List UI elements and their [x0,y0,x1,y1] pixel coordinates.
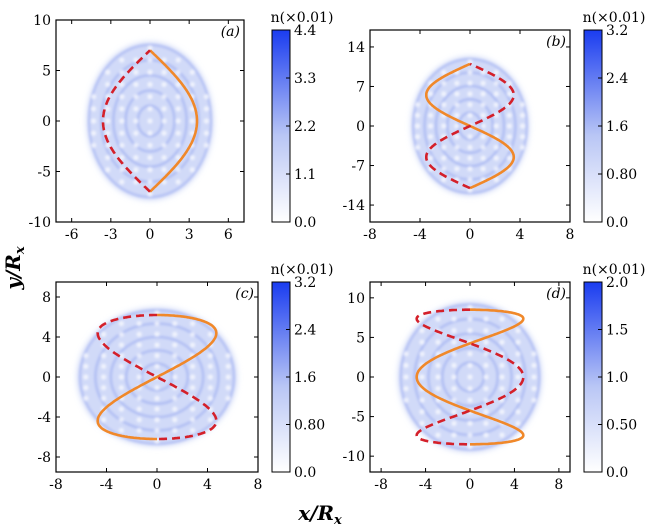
colorbar-tick-label: 0.0 [294,215,316,231]
y-tick-label: 7 [356,79,365,95]
y-tick-label: 8 [42,290,51,306]
x-tick-label: 0 [466,227,475,243]
y-tick-label: -5 [37,165,51,181]
y-tick-label: -8 [37,450,51,466]
density-heatmap [56,20,244,222]
colorbar-tick-label: 0.80 [294,418,325,434]
panel-1: -6 -3 0 3 6 -10 -5 0 5 10 (a) n(×0.01) 0.0 1.1 2.2 3.3 4… [28,10,333,243]
y-tick-label: -7 [351,159,365,175]
colorbar-tick-label: 0.50 [606,418,637,434]
y-axis-label: y/Rx [1,246,28,291]
y-tick-label: -10 [28,215,51,231]
x-tick-label: -8 [49,477,63,493]
x-tick-label: 4 [516,227,525,243]
x-tick-label: 0 [466,477,475,493]
solid-curve [149,49,199,193]
x-tick-label: 0 [146,227,155,243]
density-heatmap [370,282,570,472]
y-tick-label: -5 [351,410,365,426]
x-tick-label: 4 [203,477,212,493]
x-tick-label: -3 [104,227,118,243]
panel-label: (c) [235,286,254,302]
y-tick-label: 10 [347,291,365,307]
colorbar-tick-label: 2.4 [294,323,316,339]
dashed-curve [96,313,218,441]
colorbar-tick-label: 0.0 [606,465,628,481]
solid-curve [415,308,525,446]
x-tick-label: 4 [510,477,519,493]
y-tick-label: 0 [356,370,365,386]
x-tick-label: 8 [566,227,575,243]
y-tick-label: 4 [42,330,51,346]
x-tick-label: -8 [374,477,388,493]
colorbar-tick-label: 3.2 [606,23,628,39]
colorbar-tick-label: 3.3 [294,71,316,87]
colorbar-title: n(×0.01) [583,10,646,26]
colorbar-tick-label: 2.0 [606,275,628,291]
colorbar-tick-label: 4.4 [294,23,316,39]
panel-2: -8 -4 0 4 8 -14 -7 0 7 14 (b) n(×0.01) 0.0 0.80 1.6 2.4… [342,10,645,243]
dashed-curve [415,308,525,446]
y-tick-label: -14 [342,198,365,214]
y-tick-label: 0 [356,119,365,135]
y-tick-label: 5 [356,330,365,346]
y-tick-label: 0 [42,370,51,386]
x-tick-label: 8 [554,477,563,493]
x-axis-label: x/Rx [297,501,342,526]
y-tick-label: -4 [37,410,51,426]
colorbar-title: n(×0.01) [583,262,646,278]
colorbar-tick-label: 1.6 [294,370,316,386]
panel-label: (d) [546,286,566,302]
y-tick-label: 0 [42,114,51,130]
colorbar-tick-label: 2.2 [294,119,316,135]
colorbar-title: n(×0.01) [271,262,334,278]
x-tick-label: 0 [153,477,162,493]
x-tick-label: 3 [185,227,194,243]
x-tick-label: -6 [65,227,79,243]
colorbar-tick-label: 1.1 [294,167,316,183]
y-tick-label: -10 [342,449,365,465]
x-tick-label: 8 [254,477,263,493]
colorbar-title: n(×0.01) [271,10,334,26]
x-tick-label: -8 [363,227,377,243]
solid-curve [96,313,218,441]
dashed-curve [424,62,516,190]
dashed-curve [101,49,151,193]
panel-4: -8 -4 0 4 8 -10 -5 0 5 10 (d) n(×0.01) 0.0 0.50 1.0 1.5… [342,262,645,493]
x-tick-label: -4 [100,477,114,493]
x-tick-label: 6 [224,227,233,243]
panel-label: (b) [546,34,566,50]
x-tick-label: -4 [419,477,433,493]
colorbar-tick-label: 0.80 [606,167,637,183]
y-tick-label: 14 [347,40,365,56]
panels: -6 -3 0 3 6 -10 -5 0 5 10 (a) n(×0.01) 0.0 1.1 2.2 3.3 4… [28,10,645,493]
colorbar-tick-label: 2.4 [606,71,628,87]
colorbar-tick-label: 1.5 [606,323,628,339]
y-tick-label: 10 [33,13,51,29]
density-heatmap [370,30,570,222]
colorbar-tick-label: 3.2 [294,275,316,291]
y-tick-label: 5 [42,64,51,80]
colorbar-tick-label: 0.0 [606,215,628,231]
colorbar-tick-label: 1.0 [606,370,628,386]
panel-3: -8 -4 0 4 8 -8 -4 0 4 8 (c) n(×0.01) 0.0 0.80 1.6 2.4 3.… [37,262,333,493]
colorbar-tick-label: 1.6 [606,119,628,135]
panel-label: (a) [221,24,240,40]
x-tick-label: -4 [413,227,427,243]
colorbar-tick-label: 0.0 [294,465,316,481]
